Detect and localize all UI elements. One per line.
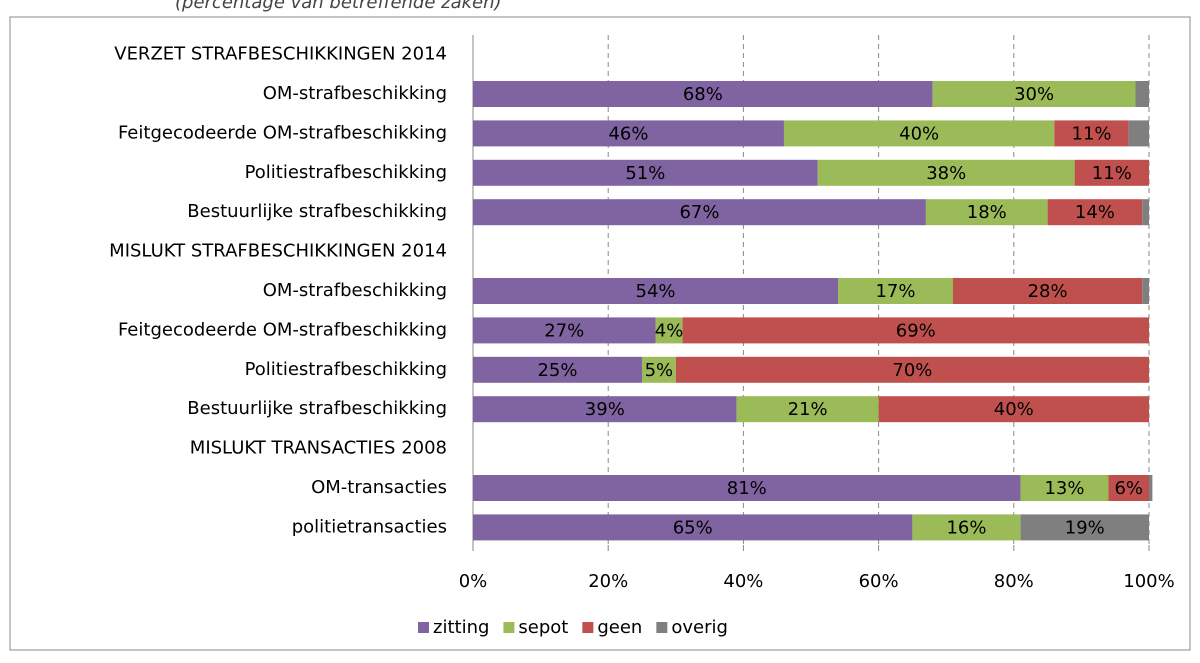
data-label: 51% (625, 163, 665, 184)
bar-segment (1149, 475, 1153, 501)
bar-segment (655, 317, 683, 344)
y-tick-label: Feitgecodeerde OM-strafbeschikking (118, 122, 447, 143)
bar-segment (1135, 81, 1149, 107)
bar-segment (473, 120, 784, 147)
data-label: 13% (1044, 478, 1084, 499)
chart-title: (percentage van betreffende zaken) (175, 0, 502, 13)
x-tick-label: 0% (459, 571, 488, 592)
y-tick-label: MISLUKT STRAFBESCHIKKINGEN 2014 (109, 241, 447, 262)
bar-segment (473, 278, 839, 304)
data-label: 17% (875, 281, 915, 302)
x-tick-label: 80% (994, 571, 1034, 592)
data-label: 18% (967, 202, 1007, 223)
bar-segment (1142, 199, 1149, 226)
data-label: 40% (899, 123, 939, 144)
y-tick-label: VERZET STRAFBESCHIKKINGEN 2014 (114, 44, 447, 65)
bar-segment (675, 356, 1149, 383)
bar-segment (1142, 278, 1149, 304)
bar-segment (1020, 475, 1109, 501)
data-label: 38% (926, 163, 966, 184)
bar-segment (1054, 120, 1129, 147)
data-label: 14% (1075, 202, 1115, 223)
bar-segment (642, 356, 676, 383)
legend-swatch (582, 622, 594, 633)
y-tick-label: Politiestrafbeschikking (245, 359, 447, 380)
data-label: 81% (727, 478, 767, 499)
data-label: 69% (896, 320, 936, 341)
bar-segment (952, 278, 1143, 304)
bar-segment (912, 514, 1021, 541)
y-tick-label: politietransacties (292, 516, 447, 537)
title-bg (150, 0, 670, 16)
data-label: 40% (994, 399, 1034, 420)
x-tick-label: 100% (1123, 571, 1174, 592)
bar-segment (473, 317, 656, 344)
legend-swatch (656, 622, 668, 633)
data-label: 25% (537, 360, 577, 381)
data-label: 67% (679, 202, 719, 223)
x-tick-label: 40% (723, 571, 763, 592)
bar-segment (1020, 514, 1149, 541)
bar-segment (473, 159, 818, 186)
y-tick-label: Politiestrafbeschikking (245, 162, 447, 183)
bar-segment (932, 81, 1136, 107)
bar-segment (736, 396, 879, 423)
y-tick-label: Feitgecodeerde OM-strafbeschikking (118, 319, 447, 340)
y-tick-label: OM-strafbeschikking (263, 83, 447, 104)
data-label: 5% (645, 360, 674, 381)
y-tick-label: OM-strafbeschikking (263, 280, 447, 301)
data-label: 30% (1014, 84, 1054, 105)
bar-segment (925, 199, 1048, 226)
data-label: 19% (1065, 517, 1105, 538)
legend-swatch (418, 622, 429, 633)
data-label: 54% (636, 281, 676, 302)
legend-label: geen (597, 617, 642, 638)
x-tick-label: 60% (859, 571, 899, 592)
bar-segment (838, 278, 953, 304)
data-label: 6% (1114, 478, 1143, 499)
x-tick-label: 20% (588, 571, 628, 592)
bar-segment (682, 317, 1149, 344)
y-tick-label: Bestuurlijke strafbeschikking (187, 201, 447, 222)
legend-label: sepot (518, 617, 568, 638)
bar-segment (473, 81, 933, 107)
bar-segment (473, 475, 1021, 501)
bar-segment (1128, 120, 1149, 147)
data-label: 11% (1072, 123, 1112, 144)
bar-segment (1074, 159, 1149, 186)
y-tick-label: MISLUKT TRANSACTIES 2008 (190, 438, 447, 459)
bar-segment (1047, 199, 1143, 226)
legend-label: overig (671, 617, 728, 638)
data-label: 46% (608, 123, 648, 144)
legend-label: zitting (433, 617, 489, 638)
y-tick-label: OM-transacties (311, 477, 447, 498)
bar-segment (878, 396, 1149, 423)
bar-segment (473, 356, 642, 383)
data-label: 39% (585, 399, 625, 420)
bar-segment (817, 159, 1075, 186)
y-tick-label: Bestuurlijke strafbeschikking (187, 398, 447, 419)
data-label: 4% (655, 320, 684, 341)
bar-segment (473, 514, 913, 541)
bar-segment (783, 120, 1055, 147)
data-label: 70% (892, 360, 932, 381)
data-label: 68% (683, 84, 723, 105)
bar-segment (1108, 475, 1149, 501)
data-label: 16% (946, 517, 986, 538)
data-label: 21% (788, 399, 828, 420)
data-label: 28% (1028, 281, 1068, 302)
legend-swatch (503, 622, 515, 633)
bar-segment (473, 199, 926, 226)
data-label: 65% (673, 517, 713, 538)
data-label: 27% (544, 320, 584, 341)
bar-segment (473, 396, 737, 423)
data-label: 11% (1092, 163, 1132, 184)
